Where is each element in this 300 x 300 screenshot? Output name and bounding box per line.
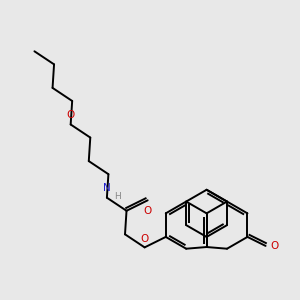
- Text: H: H: [114, 192, 121, 201]
- Text: O: O: [270, 241, 278, 251]
- Text: O: O: [67, 110, 75, 120]
- Text: O: O: [143, 206, 152, 216]
- Text: N: N: [103, 183, 111, 193]
- Text: O: O: [140, 234, 149, 244]
